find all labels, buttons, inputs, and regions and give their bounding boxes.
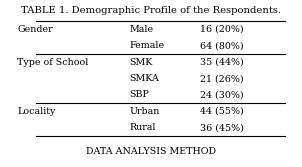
Text: 44 (55%): 44 (55%)	[200, 107, 244, 116]
Text: Locality: Locality	[17, 107, 56, 116]
Text: Urban: Urban	[129, 107, 159, 116]
Text: SBP: SBP	[129, 91, 149, 100]
Text: 35 (44%): 35 (44%)	[200, 58, 244, 67]
Text: Female: Female	[129, 41, 164, 50]
Text: SMKA: SMKA	[129, 74, 159, 83]
Text: Male: Male	[129, 25, 153, 34]
Text: SMK: SMK	[129, 58, 153, 67]
Text: TABLE 1. Demographic Profile of the Respondents.: TABLE 1. Demographic Profile of the Resp…	[21, 6, 281, 15]
Text: 24 (30%): 24 (30%)	[200, 91, 244, 100]
Text: Type of School: Type of School	[17, 58, 88, 67]
Text: 21 (26%): 21 (26%)	[200, 74, 244, 83]
Text: 16 (20%): 16 (20%)	[200, 25, 244, 34]
Text: 36 (45%): 36 (45%)	[200, 123, 244, 132]
Text: 64 (80%): 64 (80%)	[200, 41, 244, 50]
Text: Gender: Gender	[17, 25, 53, 34]
Text: Rural: Rural	[129, 123, 156, 132]
Text: DATA ANALYSIS METHOD: DATA ANALYSIS METHOD	[86, 147, 216, 156]
